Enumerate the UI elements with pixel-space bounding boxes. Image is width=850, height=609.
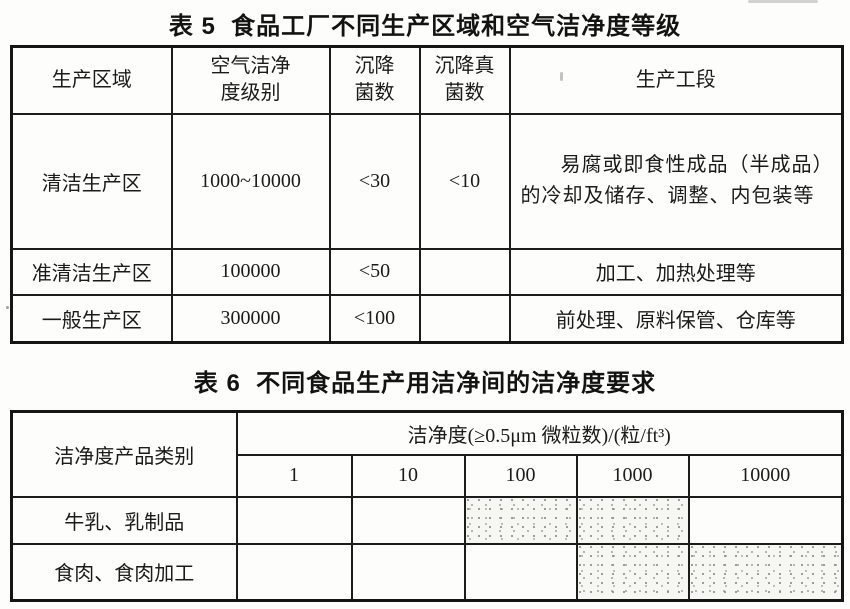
cleanliness-cell <box>687 495 844 545</box>
air-class-cell: 300000 <box>170 293 331 344</box>
stage-cell: 易腐或即食性成品（半成品）的冷却及储存、调整、内包装等 <box>508 112 844 250</box>
air-class-cell: 1000~10000 <box>170 112 331 250</box>
bacteria-cell: <100 <box>328 293 421 344</box>
zone-cell: 准清洁生产区 <box>10 247 173 296</box>
bacteria-cell: <50 <box>328 247 421 296</box>
stage-cell: 加工、加热处理等 <box>508 247 844 296</box>
table6-header-row-2: 1 10 100 1000 10000 <box>12 453 844 498</box>
category-cell: 牛乳、乳制品 <box>10 495 238 545</box>
cleanliness-cell <box>575 495 690 545</box>
scan-artifact <box>748 0 818 3</box>
table6-title: 表 6 不同食品生产用洁净间的洁净度要求 <box>193 370 657 397</box>
cleanliness-cell <box>463 495 578 545</box>
cleanliness-cell <box>575 542 690 602</box>
fungi-cell: <10 <box>418 112 511 250</box>
table5-header-row: 生产区域 空气洁净 度级别 沉降 菌数 沉降真 菌数 生产工段 <box>10 45 844 115</box>
class-column-10000: 10000 <box>687 453 844 498</box>
table-row: 食肉、食肉加工 <box>10 542 844 602</box>
class-column-1: 1 <box>235 453 353 498</box>
header-air-cleanliness-class: 空气洁净 度级别 <box>170 45 331 115</box>
table-row: 一般生产区 300000 <100 前处理、原料保管、仓库等 <box>10 293 844 344</box>
air-class-cell: 100000 <box>170 247 331 296</box>
scan-artifact <box>6 306 9 309</box>
cleanliness-cell <box>687 542 844 602</box>
table-row: 准清洁生产区 100000 <50 加工、加热处理等 <box>10 247 844 296</box>
cleanliness-cell <box>350 542 466 602</box>
header-cleanliness-particles: 洁净度(≥0.5μm 微粒数)/(粒/ft³) <box>235 410 844 456</box>
header-settled-fungi-count: 沉降真 菌数 <box>418 45 511 115</box>
table6: 洁净度产品类别 洁净度(≥0.5μm 微粒数)/(粒/ft³) 1 10 100… <box>10 410 844 602</box>
fungi-cell <box>418 247 511 296</box>
table6-header-row-1: 洁净度产品类别 洁净度(≥0.5μm 微粒数)/(粒/ft³) <box>10 410 844 498</box>
zone-cell: 清洁生产区 <box>10 112 173 250</box>
zone-cell: 一般生产区 <box>10 293 173 344</box>
cleanliness-cell <box>463 542 578 602</box>
class-column-1000: 1000 <box>575 453 690 498</box>
scan-artifact <box>560 72 563 81</box>
header-product-category: 洁净度产品类别 <box>10 410 238 498</box>
fungi-cell <box>418 293 511 344</box>
header-production-stage: 生产工段 <box>508 45 844 115</box>
bacteria-cell: <30 <box>328 112 421 250</box>
table5: 生产区域 空气洁净 度级别 沉降 菌数 沉降真 菌数 生产工段 清洁生产区 10… <box>10 45 844 344</box>
table-row: 牛乳、乳制品 <box>10 495 844 545</box>
class-column-100: 100 <box>463 453 578 498</box>
class-column-10: 10 <box>350 453 466 498</box>
table5-title: 表 5 食品工厂不同生产区域和空气洁净度等级 <box>168 13 682 40</box>
cleanliness-cell <box>235 542 353 602</box>
header-settled-bacteria-count: 沉降 菌数 <box>328 45 421 115</box>
cleanliness-cell <box>235 495 353 545</box>
cleanliness-cell <box>350 495 466 545</box>
header-production-zone: 生产区域 <box>10 45 173 115</box>
stage-cell: 前处理、原料保管、仓库等 <box>508 293 844 344</box>
category-cell: 食肉、食肉加工 <box>10 542 238 602</box>
table-row: 清洁生产区 1000~10000 <30 <10 易腐或即食性成品（半成品）的冷… <box>10 112 844 250</box>
